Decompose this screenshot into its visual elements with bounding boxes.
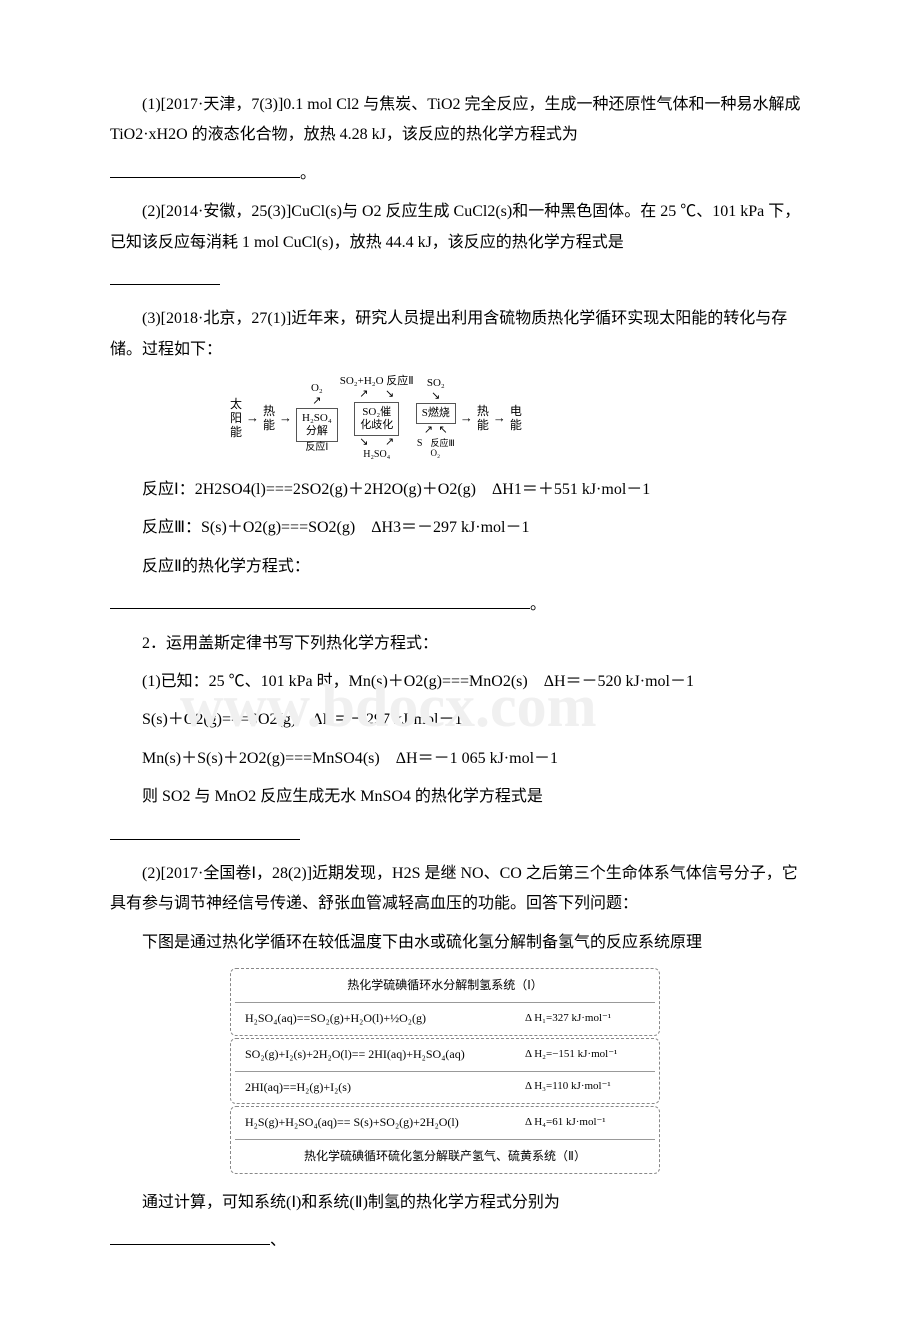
- para-q2-1a: (1)已知：25 ℃、101 kPa 时，Mn(s)＋O2(g)===MnO2(…: [110, 667, 810, 697]
- box-so2: SO₂催 化歧化: [354, 402, 399, 436]
- label-heat2: 热 能: [477, 404, 489, 433]
- para-q1-2: (2)[2014·安徽，25(3)]CuCl(s)与 O2 反应生成 CuCl2…: [110, 197, 810, 258]
- slash-icon: ↘: [431, 390, 440, 403]
- slash-icon: ↗ ↘: [359, 388, 394, 401]
- eq: H₂S(g)+H₂SO₄(aq)== S(s)+SO₂(g)+2H₂O(l): [235, 1111, 525, 1134]
- table-row: H₂SO₄(aq)==SO₂(g)+H₂O(l)+½O₂(g) Δ H₁=327…: [235, 1005, 655, 1033]
- document-page: (1)[2017·天津，7(3)]0.1 mol Cl2 与焦炭、TiO2 完全…: [0, 0, 920, 1325]
- blank-line-5: 、: [110, 1226, 810, 1256]
- diagram-thermo-table: 热化学硫碘循环水分解制氢系统（Ⅰ） H₂SO₄(aq)==SO₂(g)+H₂O(…: [230, 968, 810, 1174]
- label-sun: 太 阳 能: [230, 397, 242, 440]
- divider: [235, 1139, 655, 1140]
- label-reaction3: 反应Ⅲ O₂: [430, 438, 454, 460]
- para-q2-2c: 通过计算，可知系统(Ⅰ)和系统(Ⅱ)制氢的热化学方程式分别为: [110, 1188, 810, 1218]
- blank-line-3: 。: [110, 590, 810, 620]
- label-elec: 电 能: [510, 404, 522, 433]
- period: 。: [300, 165, 316, 182]
- label-o2: O₂: [311, 382, 323, 395]
- blank-line-1: 。: [110, 159, 810, 189]
- answer-blank: [110, 592, 530, 609]
- slash-icon: ↗ ↖: [424, 424, 448, 437]
- reaction-3: 反应Ⅲ：S(s)＋O2(g)===SO2(g) ΔH3＝－297 kJ·mol－…: [110, 513, 810, 543]
- table-row: SO₂(g)+I₂(s)+2H₂O(l)== 2HI(aq)+H₂SO₄(aq)…: [235, 1041, 655, 1069]
- table-row: H₂S(g)+H₂SO₄(aq)== S(s)+SO₂(g)+2H₂O(l) Δ…: [235, 1109, 655, 1137]
- para-q1-1: (1)[2017·天津，7(3)]0.1 mol Cl2 与焦炭、TiO2 完全…: [110, 90, 810, 151]
- label-so2-r: SO₂: [427, 377, 445, 390]
- para-q2: 2．运用盖斯定律书写下列热化学方程式：: [110, 629, 810, 659]
- divider: [235, 1002, 655, 1003]
- reaction-2-prompt: 反应Ⅱ的热化学方程式：: [110, 552, 810, 582]
- dh: Δ H₂=−151 kJ·mol⁻¹: [525, 1044, 655, 1065]
- para-q1-3: (3)[2018·北京，27(1)]近年来，研究人员提出利用含硫物质热化学循环实…: [110, 304, 810, 365]
- dh: Δ H₄=61 kJ·mol⁻¹: [525, 1112, 655, 1133]
- slash-icon: ↘ ↗: [359, 436, 394, 449]
- eq: 2HI(aq)==H₂(g)+I₂(s): [235, 1076, 525, 1099]
- answer-blank: [110, 268, 220, 285]
- table-row: 2HI(aq)==H₂(g)+I₂(s) Δ H₃=110 kJ·mol⁻¹: [235, 1074, 655, 1102]
- label-reaction1: 反应Ⅰ: [305, 442, 328, 454]
- label-s: S: [417, 438, 423, 460]
- eq: H₂SO₄(aq)==SO₂(g)+H₂O(l)+½O₂(g): [235, 1007, 525, 1030]
- para-q2-1b: S(s)＋O2(g)===SO2(g) ΔH＝－297 kJ·mol－1: [110, 705, 810, 735]
- comma: 、: [270, 1232, 286, 1249]
- blank-line-4: [110, 821, 810, 851]
- dh: Δ H₃=110 kJ·mol⁻¹: [525, 1076, 655, 1097]
- box-s-burn: S燃烧: [416, 403, 456, 424]
- text: (2)[2014·安徽，25(3)]CuCl(s)与 O2 反应生成 CuCl2…: [110, 203, 800, 250]
- table-title-top: 热化学硫碘循环水分解制氢系统（Ⅰ）: [235, 971, 655, 1000]
- arrow-icon: →: [456, 410, 477, 426]
- para-q2-2: (2)[2017·全国卷Ⅰ，28(2)]近期发现，H2S 是继 NO、CO 之后…: [110, 859, 810, 920]
- para-q2-1d: 则 SO2 与 MnO2 反应生成无水 MnSO4 的热化学方程式是: [110, 782, 810, 812]
- arrow-icon: →: [489, 410, 510, 426]
- label-top-mid: SO₂+H₂O 反应Ⅱ: [340, 375, 414, 388]
- diagram-sulfur-cycle: 太 阳 能 → 热 能 → O₂ ↗ H₂SO₄ 分解 反应Ⅰ SO₂+H₂O …: [230, 375, 810, 461]
- divider: [235, 1071, 655, 1072]
- text: (3)[2018·北京，27(1)]近年来，研究人员提出利用含硫物质热化学循环实…: [110, 310, 787, 357]
- arrow-icon: →: [275, 410, 296, 426]
- label-h2so4: H₂SO₄: [363, 449, 390, 461]
- reaction-1: 反应Ⅰ：2H2SO4(l)===2SO2(g)＋2H2O(g)＋O2(g) ΔH…: [110, 475, 810, 505]
- para-q2-2b: 下图是通过热化学循环在较低温度下由水或硫化氢分解制备氢气的反应系统原理: [110, 928, 810, 958]
- table-title-bot: 热化学硫碘循环硫化氢分解联产氢气、硫黄系统（Ⅱ）: [235, 1142, 655, 1171]
- text: (1)[2017·天津，7(3)]0.1 mol Cl2 与焦炭、TiO2 完全…: [110, 96, 801, 143]
- arrow-icon: →: [242, 410, 263, 426]
- blank-line-2: [110, 266, 810, 296]
- answer-blank: [110, 1228, 270, 1245]
- box-h2so4: H₂SO₄ 分解: [296, 408, 338, 442]
- dh: Δ H₁=327 kJ·mol⁻¹: [525, 1008, 655, 1029]
- answer-blank: [110, 161, 300, 178]
- eq: SO₂(g)+I₂(s)+2H₂O(l)== 2HI(aq)+H₂SO₄(aq): [235, 1043, 525, 1066]
- slash-icon: ↗: [312, 395, 321, 408]
- label-heat: 热 能: [263, 404, 275, 433]
- period: 。: [530, 596, 546, 613]
- answer-blank: [110, 823, 300, 840]
- para-q2-1c: Mn(s)＋S(s)＋2O2(g)===MnSO4(s) ΔH＝－1 065 k…: [110, 744, 810, 774]
